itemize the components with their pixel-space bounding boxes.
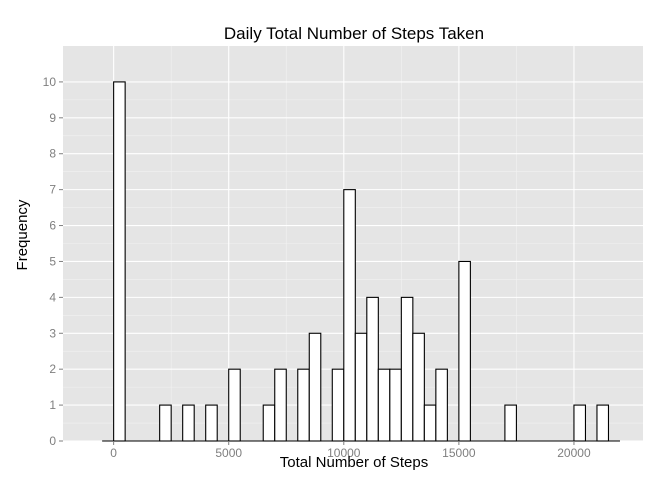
histogram-bar [182, 404, 195, 442]
y-tick-label: 5 [49, 254, 56, 268]
x-tick-label: 15000 [442, 446, 476, 460]
histogram-bar [343, 189, 356, 442]
histogram-bar [262, 404, 276, 442]
histogram-bar [366, 296, 379, 442]
histogram-bar [504, 404, 517, 442]
y-tick-label: 3 [49, 326, 56, 340]
y-axis-ticks: 0 1 2 3 4 5 6 7 8 9 10 [43, 75, 63, 448]
histogram-bar [435, 368, 448, 442]
histogram-bar [113, 81, 126, 442]
x-tick-label: 20000 [557, 446, 591, 460]
histogram-bar [596, 404, 610, 442]
histogram-bar [331, 368, 345, 442]
y-tick-label: 0 [49, 434, 56, 448]
histogram-bar [205, 404, 218, 442]
histogram-bar [274, 368, 287, 442]
y-tick-label: 10 [43, 75, 57, 89]
x-axis-ticks: 0 5000 10000 15000 20000 [110, 441, 591, 460]
y-tick-label: 7 [49, 183, 56, 197]
histogram-bar [573, 404, 587, 442]
y-tick-label: 4 [49, 290, 56, 304]
histogram-bar [297, 368, 310, 442]
histogram-bar [377, 368, 391, 442]
chart-title: Daily Total Number of Steps Taken [224, 24, 484, 43]
x-tick-label: 10000 [327, 446, 361, 460]
histogram-bars [113, 81, 610, 442]
histogram-bar [354, 332, 368, 442]
y-tick-label: 9 [49, 111, 56, 125]
histogram-bar [412, 332, 425, 442]
x-tick-label: 5000 [215, 446, 242, 460]
histogram-bar [423, 404, 437, 442]
x-axis-label: Total Number of Steps [280, 454, 428, 471]
histogram-bar [159, 404, 172, 442]
x-tick-label: 0 [110, 446, 117, 460]
histogram-bar [308, 332, 322, 442]
y-tick-label: 2 [49, 362, 56, 376]
histogram-bar [458, 260, 471, 442]
histogram-bar [228, 368, 241, 442]
y-tick-label: 1 [49, 398, 56, 412]
y-tick-label: 6 [49, 219, 56, 233]
y-axis-label: Frequency [14, 199, 31, 270]
histogram-bar [389, 368, 402, 442]
y-tick-label: 8 [49, 147, 56, 161]
histogram-bar [400, 296, 414, 442]
